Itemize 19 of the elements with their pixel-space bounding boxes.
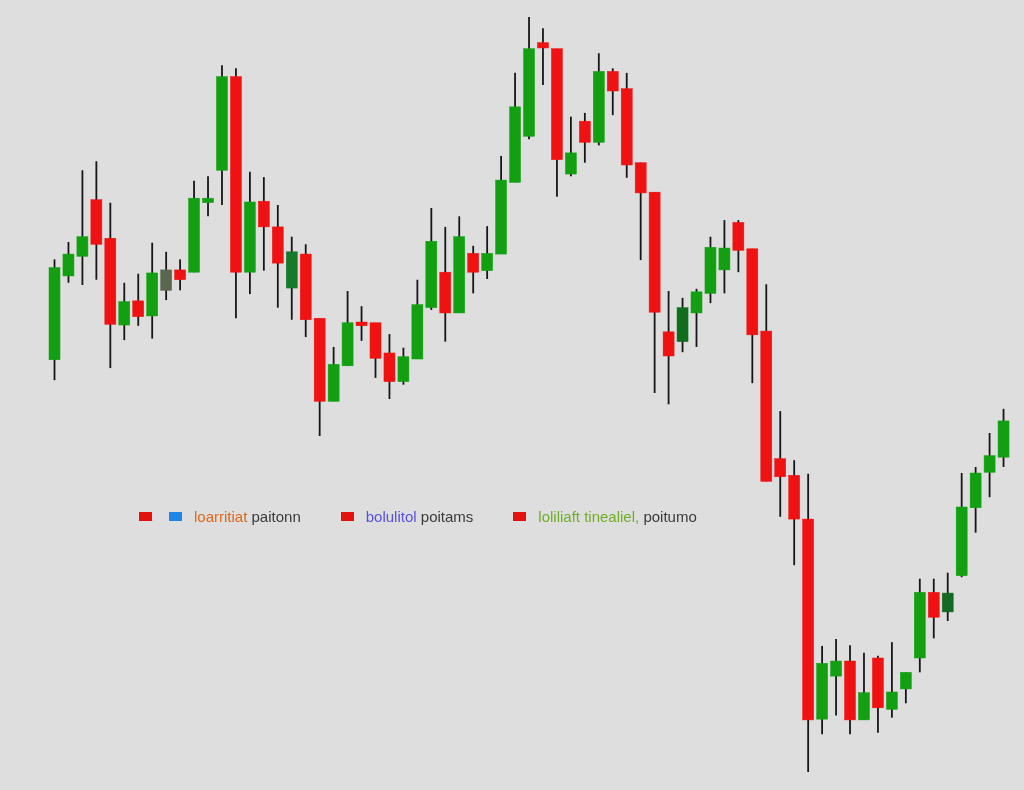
candlestick xyxy=(830,638,842,717)
annotation: loarritiat paitonn xyxy=(194,508,301,525)
candlestick xyxy=(565,115,577,178)
candlestick xyxy=(607,67,619,117)
candlestick xyxy=(481,225,493,280)
candlestick xyxy=(900,671,912,705)
candlestick xyxy=(886,641,898,719)
annotation: bolulitol poitams xyxy=(365,508,474,525)
annotation: loliliaft tinealiel, poitumo xyxy=(538,508,697,525)
candlestick xyxy=(132,272,144,327)
candlestick xyxy=(537,27,549,86)
candlestick xyxy=(579,111,591,164)
candlestick xyxy=(774,410,786,518)
candlestick xyxy=(467,244,479,295)
candlestick xyxy=(160,250,172,302)
candlestick xyxy=(174,258,186,292)
candlestick xyxy=(941,571,954,622)
candlestick xyxy=(202,175,214,218)
candlestick xyxy=(118,281,131,342)
